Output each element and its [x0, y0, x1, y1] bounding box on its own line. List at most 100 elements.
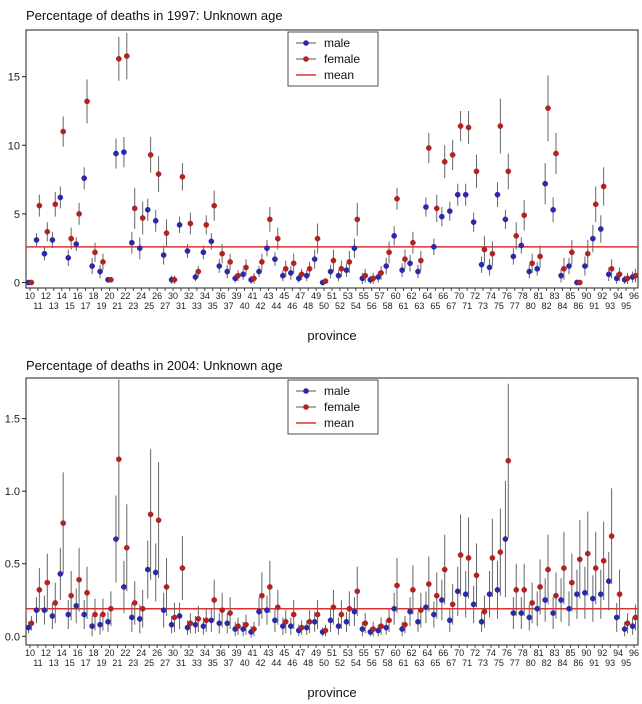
female-point-1997 [123, 53, 130, 59]
female-point-1997 [211, 202, 218, 209]
female-point-2004 [378, 623, 384, 629]
male-point-1997 [407, 260, 413, 267]
x-axis-label-1997: province [307, 328, 356, 343]
male-point-2004 [192, 621, 199, 628]
female-point-1997 [505, 168, 512, 175]
x-tick-label-1997: 63 [414, 301, 424, 311]
male-point-1997 [590, 235, 596, 242]
x-tick-label-1997: 41 [248, 291, 258, 301]
female-point-2004 [243, 621, 249, 628]
female-point-1997 [227, 259, 233, 265]
legend-label-male-1997: male [324, 36, 350, 50]
male-point-2004 [526, 614, 533, 621]
male-point-1997 [136, 245, 143, 252]
female-point-1997 [489, 250, 496, 257]
male-point-1997 [391, 233, 398, 239]
x-tick-label-1997: 78 [518, 291, 528, 301]
x-tick-label-2004: 75 [494, 658, 504, 668]
male-point-2004 [57, 571, 64, 577]
female-point-2004 [537, 584, 543, 590]
female-point-1997 [402, 256, 408, 263]
female-point-1997 [394, 195, 400, 202]
x-tick-label-1997: 75 [494, 301, 504, 311]
x-tick-label-2004: 51 [327, 648, 337, 658]
x-tick-label-2004: 13 [49, 658, 59, 668]
male-point-1997 [65, 254, 72, 261]
x-tick-label-2004: 43 [263, 648, 273, 658]
female-point-2004 [68, 592, 74, 599]
male-point-2004 [597, 591, 604, 598]
female-point-1997 [139, 215, 146, 221]
male-point-2004 [256, 608, 262, 615]
male-point-1997 [327, 268, 334, 275]
male-point-2004 [287, 623, 294, 629]
male-point-1997 [33, 237, 40, 243]
male-point-2004 [478, 618, 485, 625]
male-point-1997 [264, 245, 270, 252]
male-point-1997 [287, 270, 294, 276]
x-tick-label-1997: 36 [216, 291, 226, 301]
female-point-1997 [410, 239, 416, 246]
x-tick-label-1997: 74 [486, 291, 496, 301]
x-tick-label-1997: 37 [224, 301, 234, 311]
x-tick-label-1997: 71 [462, 301, 472, 311]
female-point-2004 [553, 592, 559, 599]
x-tick-label-1997: 45 [279, 291, 289, 301]
x-tick-label-2004: 12 [41, 648, 51, 658]
x-tick-label-2004: 82 [542, 658, 552, 668]
male-point-2004 [97, 621, 103, 628]
female-point-2004 [584, 550, 591, 557]
female-point-1997 [537, 253, 543, 260]
male-point-1997 [200, 249, 207, 256]
female-point-2004 [370, 626, 377, 632]
male-point-1997 [462, 191, 469, 198]
male-point-2004 [454, 588, 461, 595]
x-tick-label-2004: 55 [359, 648, 369, 658]
female-point-2004 [322, 627, 329, 634]
female-point-2004 [576, 556, 583, 563]
female-point-1997 [481, 246, 488, 253]
x-tick-label-1997: 32 [184, 291, 194, 301]
x-tick-label-2004: 84 [557, 658, 567, 668]
x-tick-label-2004: 61 [399, 658, 409, 668]
male-point-2004 [574, 591, 580, 598]
male-point-1997 [423, 204, 429, 210]
x-tick-label-1997: 15 [65, 301, 75, 311]
female-point-1997 [354, 216, 361, 223]
male-point-2004 [41, 607, 48, 614]
female-point-2004 [441, 566, 448, 573]
female-point-2004 [203, 617, 210, 624]
female-point-1997 [219, 250, 226, 257]
female-point-2004 [60, 520, 67, 526]
x-tick-label-1997: 72 [470, 291, 480, 301]
female-point-2004 [386, 617, 392, 624]
male-point-2004 [590, 595, 596, 602]
x-tick-label-1997: 93 [605, 301, 615, 311]
x-tick-label-1997: 91 [589, 301, 599, 311]
female-point-2004 [624, 620, 631, 627]
male-point-1997 [184, 248, 191, 254]
chart-title-1997: Percentage of deaths in 1997: Unknown ag… [26, 8, 283, 23]
x-tick-label-1997: 19 [96, 301, 106, 311]
female-point-1997 [322, 278, 329, 284]
female-point-2004 [290, 611, 297, 618]
legend-label-female-1997: female [324, 52, 360, 66]
x-tick-label-1997: 66 [438, 291, 448, 301]
chart-panel-1997: 0 5 10 15 10 11 12 13 14 15 16 17 18 19 20 21 22 23 24 25 26… [0, 0, 642, 348]
female-point-2004 [187, 620, 194, 627]
male-point-2004 [502, 536, 509, 542]
male-point-2004 [65, 611, 72, 618]
x-tick-label-2004: 62 [406, 648, 416, 658]
male-point-1997 [57, 194, 64, 201]
female-point-2004 [131, 600, 138, 606]
female-point-1997 [370, 275, 377, 282]
female-point-2004 [298, 624, 305, 631]
male-point-1997 [41, 250, 48, 257]
x-tick-label-2004: 53 [343, 648, 353, 658]
female-point-1997 [561, 265, 567, 272]
female-point-1997 [632, 272, 639, 279]
female-point-2004 [473, 572, 480, 579]
male-point-2004 [152, 569, 159, 576]
x-tick-label-1997: 58 [383, 301, 393, 311]
female-point-1997 [251, 275, 257, 282]
